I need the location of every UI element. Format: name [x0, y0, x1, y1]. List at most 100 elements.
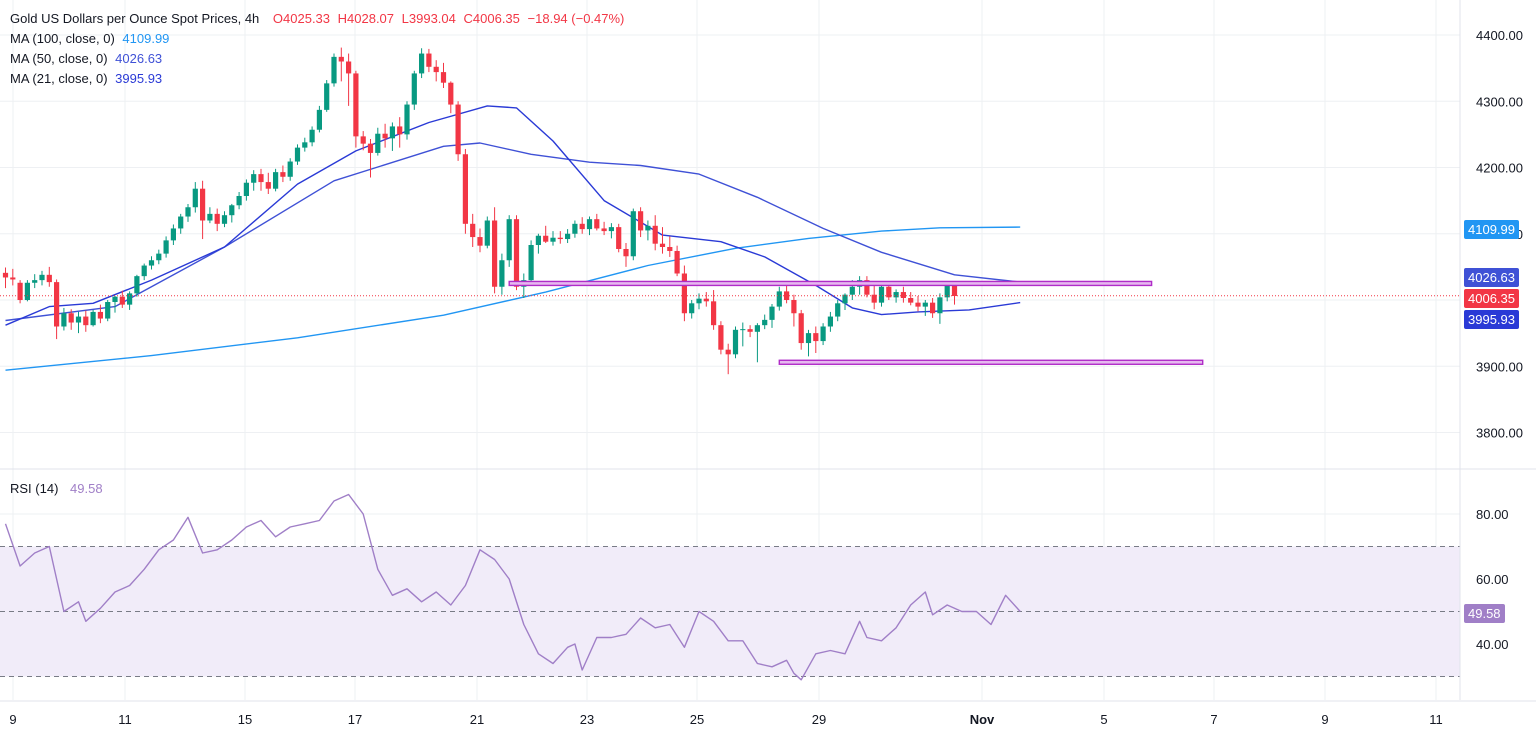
candle-body — [696, 298, 702, 304]
candle-body — [711, 301, 717, 326]
candle-body — [557, 237, 563, 240]
candle-body — [732, 329, 739, 355]
candle — [46, 266, 52, 287]
horizontal-levels[interactable] — [508, 280, 1204, 365]
candle — [346, 53, 352, 106]
candle-body — [667, 247, 673, 251]
candle-body — [221, 215, 228, 224]
candle-body — [747, 329, 753, 332]
ma21-line — [5, 105, 1021, 326]
candle — [922, 300, 928, 316]
candle-body — [645, 225, 651, 231]
candle — [134, 274, 140, 297]
price-tick-label: 4300.00 — [1476, 94, 1523, 109]
candle — [280, 165, 286, 183]
candle-body — [835, 303, 841, 317]
candle-body — [550, 237, 556, 242]
candle-body — [565, 233, 571, 240]
candle — [937, 293, 943, 324]
candle-body — [17, 282, 23, 300]
time-tick-label: 21 — [470, 712, 484, 727]
candle — [185, 203, 191, 222]
support-level-box[interactable] — [778, 359, 1204, 365]
ma100-price-label: 4109.99 — [1464, 220, 1519, 239]
ma50-line — [5, 142, 1021, 322]
candle-body — [470, 223, 476, 238]
candle-body — [382, 133, 388, 139]
candle — [192, 182, 198, 213]
candle — [90, 309, 96, 327]
candle — [667, 236, 673, 257]
resistance-level-box[interactable] — [508, 280, 1153, 287]
candle-body — [141, 265, 147, 277]
candle-body — [805, 333, 812, 344]
candle-body — [105, 301, 111, 319]
candle-body — [236, 195, 242, 206]
candle — [572, 220, 578, 238]
ma21-label: MA (21, close, 0) — [10, 71, 108, 86]
candle-body — [601, 228, 607, 232]
candle-body — [681, 273, 687, 314]
candle-body — [353, 73, 359, 137]
candle — [258, 168, 264, 191]
candle — [462, 148, 468, 234]
candle-body — [535, 235, 541, 246]
candle — [674, 245, 680, 277]
candle — [440, 62, 447, 88]
candle — [331, 53, 337, 87]
candle — [83, 310, 89, 332]
ma100-line — [5, 226, 1021, 371]
candle — [426, 48, 432, 73]
candle — [601, 221, 607, 236]
ma100-legend[interactable]: MA (100, close, 0) 4109.99 — [10, 31, 173, 46]
candle — [455, 101, 461, 161]
candle-body — [243, 182, 249, 196]
time-tick-label: 15 — [238, 712, 252, 727]
candle — [433, 60, 439, 82]
candle — [389, 122, 395, 151]
candle — [251, 170, 257, 191]
candle — [791, 294, 797, 327]
candle — [776, 286, 782, 311]
candle-body — [273, 172, 279, 189]
candle — [207, 207, 213, 224]
candle-body — [112, 296, 118, 302]
candle — [411, 70, 417, 110]
candle-body — [725, 349, 731, 355]
candle-body — [930, 302, 936, 314]
candle — [236, 192, 242, 210]
ma50-legend[interactable]: MA (50, close, 0) 4026.63 — [10, 51, 166, 66]
candle-body — [2, 272, 9, 278]
candle — [382, 123, 388, 148]
candle-body — [462, 154, 468, 224]
candle-body — [316, 109, 322, 130]
candle — [827, 311, 833, 332]
candle — [645, 220, 651, 241]
candle — [360, 131, 366, 151]
candle-body — [338, 56, 344, 62]
candle — [163, 236, 169, 258]
candle-body — [769, 306, 775, 320]
candle — [703, 292, 709, 307]
candle — [221, 211, 228, 228]
candle-body — [813, 333, 819, 342]
ma21-legend[interactable]: MA (21, close, 0) 3995.93 — [10, 71, 166, 86]
candle-body — [506, 219, 512, 261]
rsi-legend[interactable]: RSI (14) 49.58 — [10, 481, 107, 496]
candle — [419, 48, 425, 79]
candle-body — [46, 274, 52, 283]
candle — [17, 280, 23, 304]
candle — [119, 290, 125, 308]
ohlc-low: L3993.04 — [401, 11, 456, 26]
candle — [513, 215, 520, 291]
candle — [908, 292, 914, 306]
candle — [178, 213, 184, 234]
candle-body — [200, 188, 206, 221]
candle-body — [638, 211, 644, 231]
candle-body — [404, 104, 410, 135]
candle — [316, 105, 322, 133]
candle — [915, 296, 921, 312]
candle-body — [652, 225, 658, 244]
candle — [623, 243, 629, 267]
